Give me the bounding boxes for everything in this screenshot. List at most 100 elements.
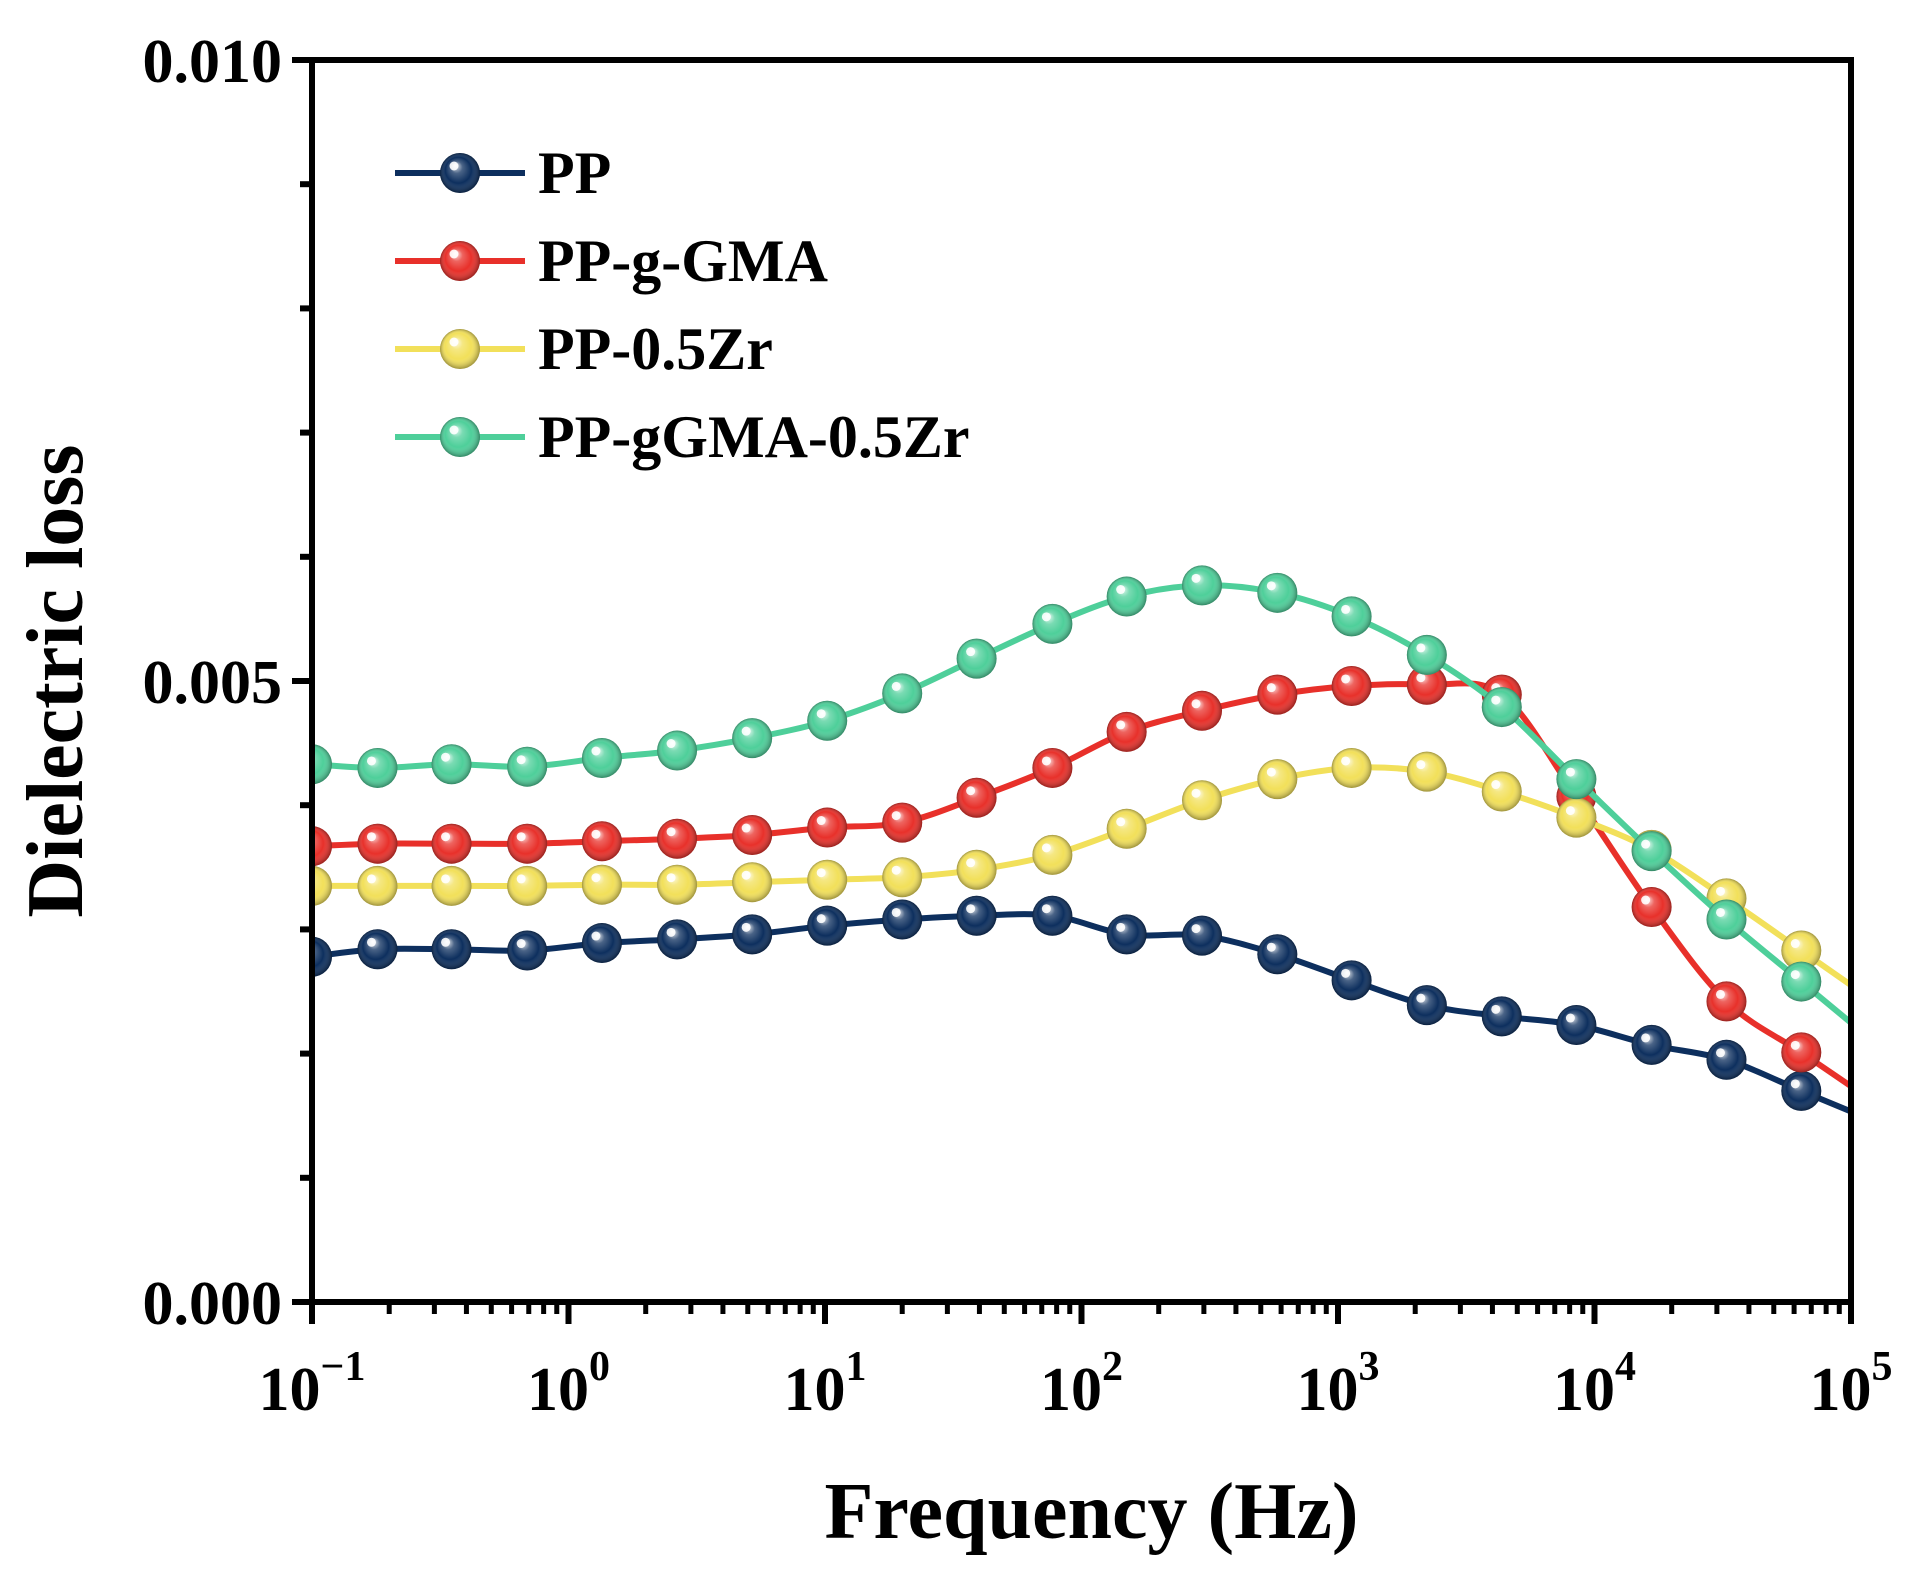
data-point-pp-g-gma bbox=[1257, 674, 1298, 715]
data-point-pp-ggma-0-5zr bbox=[732, 718, 773, 759]
x-tick-label: 102 bbox=[1040, 1344, 1123, 1424]
data-point-pp-ggma-0-5zr bbox=[1556, 759, 1597, 800]
data-point-pp bbox=[807, 905, 848, 946]
legend-label: PP-0.5Zr bbox=[538, 316, 773, 382]
x-axis-title: Frequency (Hz) bbox=[825, 1468, 1359, 1556]
legend-marker bbox=[440, 153, 480, 193]
x-tick-label: 100 bbox=[527, 1344, 610, 1424]
data-point-pp bbox=[1106, 914, 1147, 955]
series-line-pp bbox=[312, 911, 1851, 1115]
data-point-pp bbox=[1631, 1024, 1672, 1065]
data-point-pp-0-5zr bbox=[431, 865, 472, 906]
legend-item-pp-ggma-0-5zr: PP-gGMA-0.5Zr bbox=[395, 404, 970, 470]
data-point-pp-0-5zr bbox=[1182, 780, 1223, 821]
y-tick-label: 0.010 bbox=[143, 28, 283, 96]
x-tick-label: 101 bbox=[784, 1344, 867, 1424]
data-point-pp-ggma-0-5zr bbox=[507, 746, 548, 787]
data-point-pp-0-5zr bbox=[882, 857, 923, 898]
data-point-pp-ggma-0-5zr bbox=[431, 744, 472, 785]
legend: PP PP-g-GMA PP-0.5Zr PP-gGMA-0.5Zr bbox=[395, 140, 970, 470]
legend-label: PP bbox=[538, 140, 611, 206]
data-point-pp-g-gma bbox=[1406, 664, 1447, 705]
data-point-pp-0-5zr bbox=[1556, 797, 1597, 838]
data-point-pp-0-5zr bbox=[1481, 771, 1522, 812]
data-point-pp bbox=[956, 895, 997, 936]
x-tick-label: 10−1 bbox=[259, 1344, 366, 1424]
data-point-pp-ggma-0-5zr bbox=[1781, 961, 1822, 1002]
data-point-pp-ggma-0-5zr bbox=[956, 638, 997, 679]
legend-marker bbox=[440, 241, 480, 281]
data-point-pp-g-gma bbox=[312, 826, 332, 867]
data-point-pp-g-gma bbox=[1331, 665, 1372, 706]
data-point-pp-0-5zr bbox=[312, 865, 332, 906]
data-point-pp-0-5zr bbox=[807, 859, 848, 900]
data-point-pp bbox=[1331, 960, 1372, 1001]
legend-marker bbox=[440, 417, 480, 457]
data-point-pp-ggma-0-5zr bbox=[1481, 687, 1522, 728]
series-line-pp-0-5zr bbox=[312, 764, 1851, 989]
data-point-pp-0-5zr bbox=[581, 864, 622, 905]
data-point-pp-0-5zr bbox=[657, 864, 698, 905]
legend-marker bbox=[440, 329, 480, 369]
data-point-pp-ggma-0-5zr bbox=[1331, 596, 1372, 637]
data-point-pp-g-gma bbox=[357, 823, 398, 864]
data-point-pp-g-gma bbox=[507, 823, 548, 864]
data-point-pp-g-gma bbox=[657, 818, 698, 859]
data-point-pp-ggma-0-5zr bbox=[1706, 899, 1747, 940]
data-point-pp-ggma-0-5zr bbox=[1182, 565, 1223, 606]
data-point-pp bbox=[1257, 934, 1298, 975]
data-point-pp-ggma-0-5zr bbox=[1257, 572, 1298, 613]
data-point-pp-ggma-0-5zr bbox=[1406, 634, 1447, 675]
data-point-pp bbox=[1032, 895, 1073, 936]
y-tick-label: 0.000 bbox=[143, 1270, 283, 1338]
data-point-pp-ggma-0-5zr bbox=[657, 730, 698, 771]
data-point-pp-g-gma bbox=[1032, 747, 1073, 788]
data-point-pp bbox=[657, 919, 698, 960]
data-point-pp-0-5zr bbox=[1781, 930, 1822, 971]
series-pp-0-5zr bbox=[312, 747, 1851, 989]
data-point-pp-g-gma bbox=[1781, 1032, 1822, 1073]
data-point-pp bbox=[1182, 915, 1223, 956]
data-point-pp-0-5zr bbox=[1257, 759, 1298, 800]
data-point-pp bbox=[732, 914, 773, 955]
x-tick-label: 105 bbox=[1810, 1344, 1893, 1424]
data-point-pp bbox=[312, 936, 332, 977]
x-tick-label: 104 bbox=[1553, 1344, 1636, 1424]
legend-item-pp-0-5zr: PP-0.5Zr bbox=[395, 316, 773, 382]
legend-label: PP-g-GMA bbox=[538, 228, 828, 294]
series-layer bbox=[312, 565, 1851, 1115]
data-point-pp-g-gma bbox=[1631, 887, 1672, 928]
data-point-pp-0-5zr bbox=[507, 865, 548, 906]
data-point-pp-ggma-0-5zr bbox=[357, 747, 398, 788]
y-axis-title: Dielectric loss bbox=[12, 444, 100, 917]
data-point-pp-g-gma bbox=[1106, 711, 1147, 752]
legend-item-pp: PP bbox=[395, 140, 611, 206]
data-point-pp-0-5zr bbox=[1331, 747, 1372, 788]
series-pp-ggma-0-5zr bbox=[312, 565, 1851, 1027]
data-point-pp-ggma-0-5zr bbox=[1032, 603, 1073, 644]
legend-item-pp-g-gma: PP-g-GMA bbox=[395, 228, 828, 294]
data-point-pp bbox=[1706, 1039, 1747, 1080]
data-point-pp-g-gma bbox=[732, 815, 773, 856]
data-point-pp bbox=[882, 899, 923, 940]
data-point-pp-ggma-0-5zr bbox=[1106, 576, 1147, 617]
data-point-pp-0-5zr bbox=[1106, 808, 1147, 849]
data-point-pp-g-gma bbox=[431, 823, 472, 864]
data-point-pp-0-5zr bbox=[1032, 834, 1073, 875]
data-point-pp-ggma-0-5zr bbox=[312, 744, 332, 785]
data-point-pp-ggma-0-5zr bbox=[807, 700, 848, 741]
y-tick-label: 0.005 bbox=[143, 649, 283, 717]
data-point-pp bbox=[1556, 1005, 1597, 1046]
data-point-pp bbox=[581, 923, 622, 964]
data-point-pp-0-5zr bbox=[357, 865, 398, 906]
data-point-pp bbox=[507, 930, 548, 971]
data-point-pp-0-5zr bbox=[732, 862, 773, 903]
data-point-pp bbox=[1781, 1070, 1822, 1111]
axes-layer: 0.000 0.005 0.010 10−1 100 101 102 103 104 105 bbox=[143, 28, 1893, 1424]
data-point-pp-ggma-0-5zr bbox=[1631, 831, 1672, 872]
data-point-pp-g-gma bbox=[807, 807, 848, 848]
data-point-pp bbox=[431, 929, 472, 970]
series-pp bbox=[312, 895, 1851, 1115]
x-tick-label: 103 bbox=[1297, 1344, 1380, 1424]
